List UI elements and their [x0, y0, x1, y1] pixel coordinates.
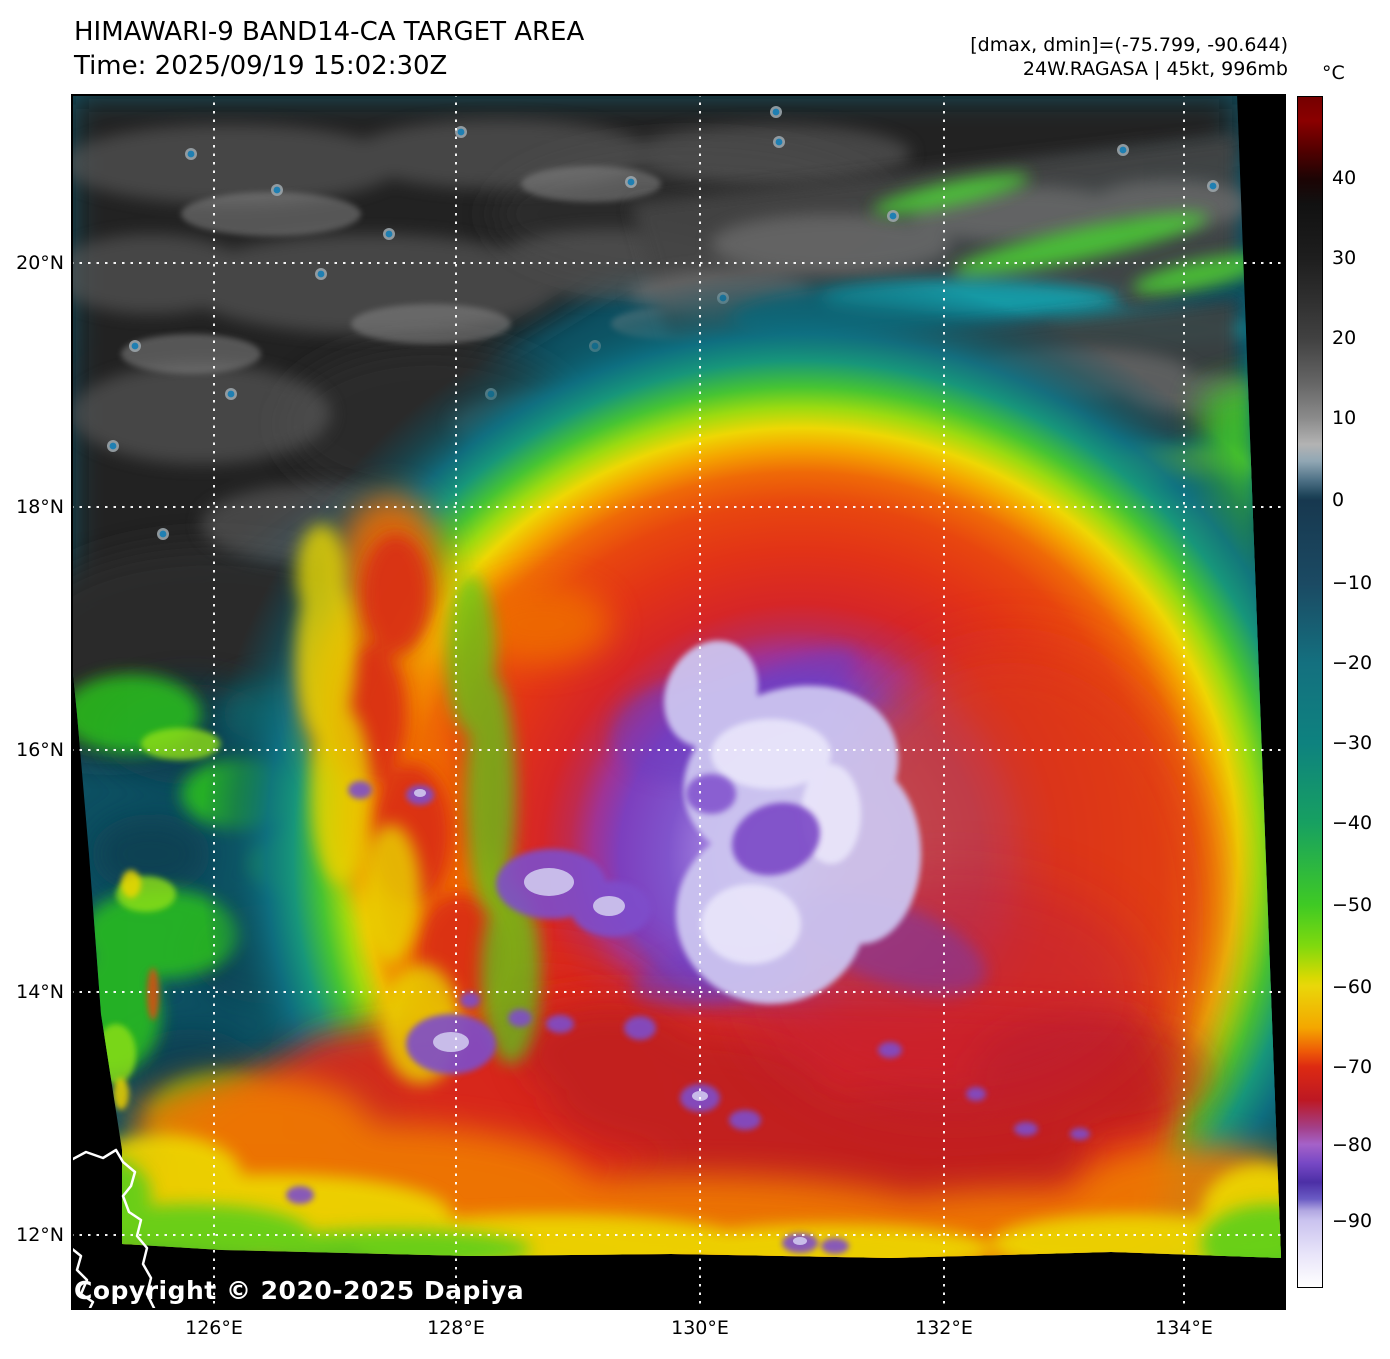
x-axis-tick: 126°E [185, 1317, 243, 1339]
colorbar-tick: −20 [1332, 652, 1373, 674]
colorbar-tick: 40 [1332, 167, 1357, 189]
page-title: HIMAWARI-9 BAND14-CA TARGET AREA [74, 17, 585, 47]
y-axis-tick: 14°N [16, 981, 64, 1003]
x-axis-tick: 134°E [1155, 1317, 1213, 1339]
colorbar-tick: −30 [1332, 732, 1373, 754]
colorbar-tick: 10 [1332, 407, 1357, 429]
colorbar-tick: −70 [1332, 1056, 1373, 1078]
colorbar-tick: −90 [1332, 1210, 1373, 1232]
colorbar-tick: −50 [1332, 894, 1373, 916]
storm-info-label: 24W.RAGASA | 45kt, 996mb [1022, 58, 1288, 80]
coastline [69, 1148, 157, 1312]
x-axis-tick: 130°E [671, 1317, 729, 1339]
timestamp-label: Time: 2025/09/19 15:02:30Z [74, 51, 448, 81]
colorbar-tick: −80 [1332, 1134, 1373, 1156]
colorbar-tick: −60 [1332, 976, 1373, 998]
x-axis-tick: 132°E [915, 1317, 973, 1339]
graticule-grid [71, 94, 1286, 1310]
colorbar-tick: −10 [1332, 572, 1373, 594]
colorbar-tick: 0 [1332, 489, 1345, 511]
colorbar-tick: 30 [1332, 247, 1357, 269]
map-frame [71, 94, 1286, 1310]
temperature-colorbar [1297, 96, 1323, 1288]
annotation-block: [dmax, dmin]=(-75.799, -90.644) 24W.RAGA… [970, 33, 1288, 81]
colorbar-tick: 20 [1332, 327, 1357, 349]
y-axis-tick: 12°N [16, 1224, 64, 1246]
colorbar-unit-label: °C [1322, 62, 1345, 84]
dmax-dmin-label: [dmax, dmin]=(-75.799, -90.644) [970, 34, 1288, 56]
typhoon-cold-core [664, 640, 921, 1004]
x-axis-tick: 128°E [427, 1317, 485, 1339]
colorbar-tick: −40 [1332, 812, 1373, 834]
satellite-image [69, 94, 1286, 1312]
copyright-label: Copyright © 2020-2025 Dapiya [74, 1276, 525, 1305]
satellite-map-panel [69, 94, 1286, 1312]
y-axis-tick: 18°N [16, 496, 64, 518]
y-axis-tick: 16°N [16, 739, 64, 761]
y-axis-tick: 20°N [16, 252, 64, 274]
